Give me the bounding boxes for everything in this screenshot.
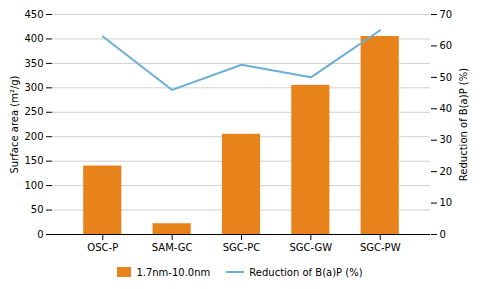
svg-text:SAM-GC: SAM-GC bbox=[152, 242, 193, 253]
svg-text:200: 200 bbox=[24, 131, 43, 142]
svg-text:20: 20 bbox=[440, 166, 453, 177]
html-text:Reduction of B(a)P (%): Reduction of B(a)P (%) bbox=[249, 266, 363, 278]
svg-text:Surface area (m²/g): Surface area (m²/g) bbox=[9, 75, 20, 173]
svg-text:60: 60 bbox=[440, 40, 453, 51]
svg-text:10: 10 bbox=[440, 197, 453, 208]
svg-text:350: 350 bbox=[24, 58, 43, 69]
svg-text:30: 30 bbox=[440, 134, 453, 145]
svg-text:50: 50 bbox=[31, 204, 44, 215]
svg-text:150: 150 bbox=[24, 155, 43, 166]
svg-text:250: 250 bbox=[24, 106, 43, 117]
svg-text:400: 400 bbox=[24, 33, 43, 44]
svg-text:OSC-P: OSC-P bbox=[87, 242, 118, 253]
svg-text:Reduction of B(a)P (%): Reduction of B(a)P (%) bbox=[458, 68, 469, 181]
svg-text:70: 70 bbox=[440, 9, 453, 20]
svg-text:40: 40 bbox=[440, 103, 453, 114]
html-text:1.7nm-10.0nm: 1.7nm-10.0nm bbox=[136, 266, 211, 278]
svg-text:50: 50 bbox=[440, 72, 453, 83]
svg-text:0: 0 bbox=[37, 229, 43, 240]
svg-text:100: 100 bbox=[24, 180, 43, 191]
svg-text:300: 300 bbox=[24, 82, 43, 93]
svg-text:450: 450 bbox=[24, 9, 43, 20]
svg-text:SGC-PW: SGC-PW bbox=[360, 242, 401, 253]
svg-text:SGC-PC: SGC-PC bbox=[223, 242, 261, 253]
svg-text:SGC-GW: SGC-GW bbox=[290, 242, 333, 253]
svg-text:0: 0 bbox=[440, 229, 446, 240]
